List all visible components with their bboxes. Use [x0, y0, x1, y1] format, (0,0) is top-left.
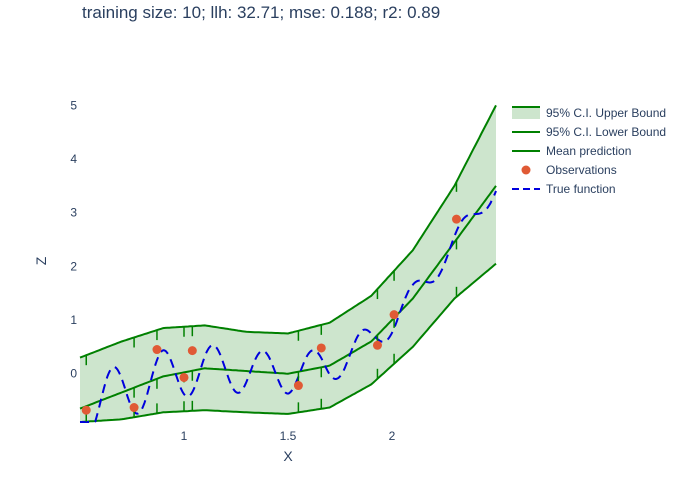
spike-marks: [85, 181, 458, 422]
legend-item[interactable]: 95% C.I. Upper Bound: [512, 106, 666, 120]
observation-point: [152, 345, 162, 355]
plot-area: [79, 104, 497, 423]
x-axis-title: X: [283, 448, 293, 464]
y-axis-ticks: 0 1 2 3 4 5: [70, 98, 77, 380]
legend: 95% C.I. Upper Bound 95% C.I. Lower Bound…: [512, 106, 666, 196]
legend-swatch-marker: [521, 165, 531, 175]
legend-item[interactable]: Mean prediction: [512, 144, 631, 158]
x-tick-label: 2: [389, 429, 396, 443]
x-tick-label: 1: [181, 429, 188, 443]
y-axis-title: Z: [33, 256, 49, 265]
y-tick-label: 2: [70, 259, 77, 273]
observation-point: [81, 405, 91, 415]
legend-label: 95% C.I. Lower Bound: [546, 125, 666, 139]
upper-bound-line: [79, 104, 497, 359]
x-tick-label: 1.5: [280, 429, 297, 443]
x-axis-ticks: 1 1.5 2: [181, 429, 396, 443]
legend-label: Mean prediction: [546, 144, 631, 158]
legend-item[interactable]: Observations: [521, 163, 617, 177]
lower-bound-line: [79, 262, 497, 423]
legend-label: 95% C.I. Upper Bound: [546, 106, 666, 120]
observation-point: [293, 381, 303, 391]
legend-item[interactable]: 95% C.I. Lower Bound: [512, 125, 666, 139]
legend-label: True function: [546, 182, 616, 196]
mean-prediction-line: [79, 185, 497, 410]
observation-point: [451, 214, 461, 224]
legend-item[interactable]: True function: [512, 182, 616, 196]
observation-point: [179, 372, 189, 382]
observation-point: [187, 346, 197, 356]
legend-swatch-fill: [512, 107, 540, 119]
observation-point: [372, 340, 382, 350]
y-tick-label: 0: [70, 367, 77, 381]
confidence-band: [80, 105, 496, 423]
y-tick-label: 1: [70, 313, 77, 327]
observation-points: [81, 214, 461, 415]
true-function-line: [80, 190, 497, 423]
observation-point: [129, 403, 139, 413]
observation-point: [316, 343, 326, 353]
chart-title: training size: 10; llh: 32.71; mse: 0.18…: [82, 3, 440, 22]
y-tick-label: 4: [70, 152, 77, 166]
y-tick-label: 5: [70, 98, 77, 112]
legend-label: Observations: [546, 163, 617, 177]
y-tick-label: 3: [70, 206, 77, 220]
observation-point: [389, 310, 399, 320]
